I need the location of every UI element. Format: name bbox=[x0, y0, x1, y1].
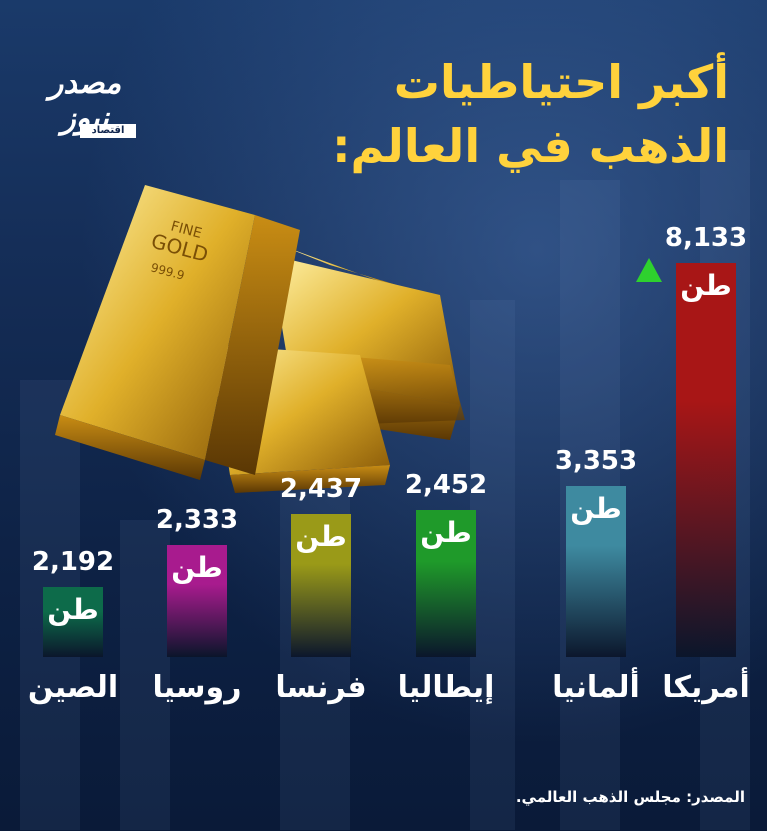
category-label: ألمانيا bbox=[552, 670, 640, 705]
bar-unit-label: طن bbox=[171, 551, 223, 585]
bar-unit-label: طن bbox=[420, 516, 472, 549]
category-label: إيطاليا bbox=[397, 670, 495, 705]
svg-text:FINE: FINE bbox=[169, 218, 204, 242]
value-label: 2,452 bbox=[404, 470, 488, 500]
bar-unit-label: طن bbox=[680, 269, 732, 302]
value-label: 2,192 bbox=[31, 547, 115, 577]
bar-3: طن bbox=[291, 514, 351, 657]
value-label: 2,437 bbox=[279, 474, 363, 505]
category-label: روسيا bbox=[152, 670, 242, 705]
category-label: فرنسا bbox=[275, 670, 367, 705]
title-line-1: أكبر احتياطيات bbox=[393, 55, 729, 109]
category-label: أمريكا bbox=[662, 670, 750, 705]
bar-2: طن bbox=[167, 545, 227, 657]
value-label: 2,333 bbox=[155, 505, 239, 536]
bar-1: طن bbox=[43, 587, 103, 657]
title-line-2: الذهب في العالم: bbox=[332, 119, 729, 173]
bar-5: طن bbox=[566, 486, 626, 657]
chart-title: أكبر احتياطيات الذهب في العالم: bbox=[249, 50, 729, 178]
value-label: 8,133 bbox=[664, 223, 748, 253]
bar-unit-label: طن bbox=[295, 520, 347, 554]
brand-logo-tag: اقتصاد bbox=[80, 124, 136, 138]
brand-logo-text: مصدر نيوز bbox=[48, 66, 122, 136]
bar-4: طن bbox=[416, 510, 476, 657]
bar-unit-label: طن bbox=[47, 593, 99, 626]
up-arrow-icon bbox=[636, 258, 662, 282]
source-note: المصدر: مجلس الذهب العالمي. bbox=[515, 788, 745, 806]
bar-6: طن bbox=[676, 263, 736, 657]
value-label: 3,353 bbox=[554, 446, 638, 476]
category-label: الصين bbox=[27, 670, 119, 705]
gold-bars-illustration: FINE GOLD 999.9 bbox=[55, 185, 465, 493]
brand-logo: مصدر نيوز اقتصاد bbox=[30, 60, 140, 140]
bar-unit-label: طن bbox=[570, 492, 622, 525]
